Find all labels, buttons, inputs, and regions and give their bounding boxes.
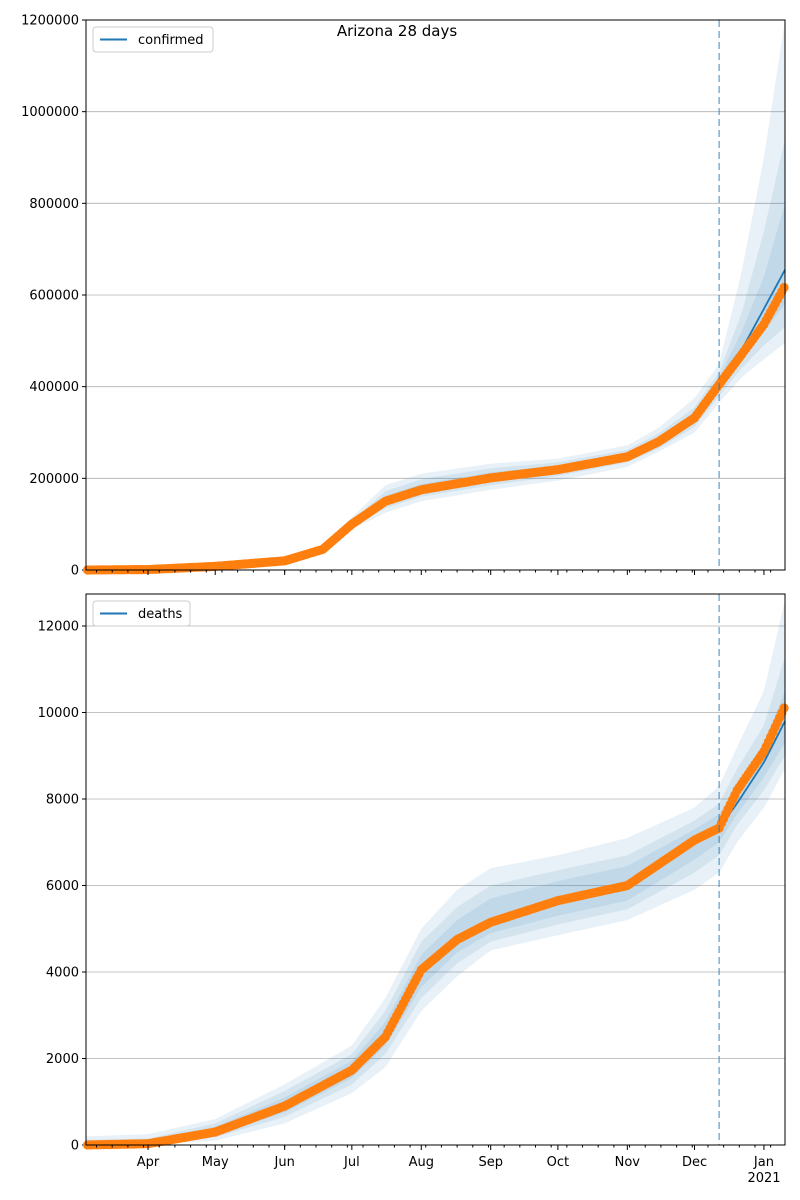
y-tick-label: 4000 [46, 966, 79, 981]
x-tick-label: Aug [409, 1155, 434, 1170]
confidence-band-2 [86, 656, 785, 1145]
axes-frame [85, 593, 786, 1146]
x-tick-label: Jul [343, 1155, 360, 1170]
x-tick-label: Nov [615, 1155, 641, 1170]
y-tick-label: 1000000 [21, 105, 79, 120]
y-tick-label: 400000 [29, 380, 79, 395]
x-tick-label: Sep [478, 1155, 503, 1170]
y-tick-label: 6000 [46, 879, 79, 894]
legend-label-confirmed: confirmed [138, 33, 204, 48]
y-tick-label: 0 [71, 564, 79, 579]
observed-point [779, 282, 789, 293]
x-tick-labels: Apr May Jun Jul Aug Sep Oct Nov Dec Jan [137, 1155, 774, 1170]
x-tick-label: Apr [137, 1155, 160, 1170]
deaths-legend: deaths [92, 600, 191, 627]
x-tick-label: May [202, 1155, 229, 1170]
y-tick-label: 10000 [38, 706, 79, 721]
x-tick-label: Jan [753, 1155, 774, 1170]
y-tick-label: 8000 [46, 793, 79, 808]
confirmed-legend: confirmed [92, 26, 214, 53]
confirmed-panel: 0 200000 400000 600000 800000 1000000 1200000 [21, 14, 789, 579]
x-year-label: 2021 [747, 1171, 780, 1186]
y-tick-label: 600000 [29, 289, 79, 304]
x-tick-label: Jun [274, 1155, 295, 1170]
y-tick-label: 0 [71, 1139, 79, 1154]
x-tick-label: Dec [682, 1155, 707, 1170]
x-tick-label: Oct [547, 1155, 569, 1170]
legend-label-deaths: deaths [138, 607, 183, 622]
chart-title: Arizona 28 days [337, 22, 458, 40]
observed-point [779, 703, 789, 713]
y-tick-label: 2000 [46, 1052, 79, 1067]
y-tick-label: 200000 [29, 472, 79, 487]
y-tick-label: 800000 [29, 197, 79, 212]
axes-frame [85, 19, 786, 571]
y-tick-label: 12000 [38, 620, 79, 635]
confidence-band-2 [86, 139, 785, 570]
deaths-panel: 0 2000 4000 6000 8000 10000 12000 [38, 593, 789, 1154]
y-tick-label: 1200000 [21, 14, 79, 29]
